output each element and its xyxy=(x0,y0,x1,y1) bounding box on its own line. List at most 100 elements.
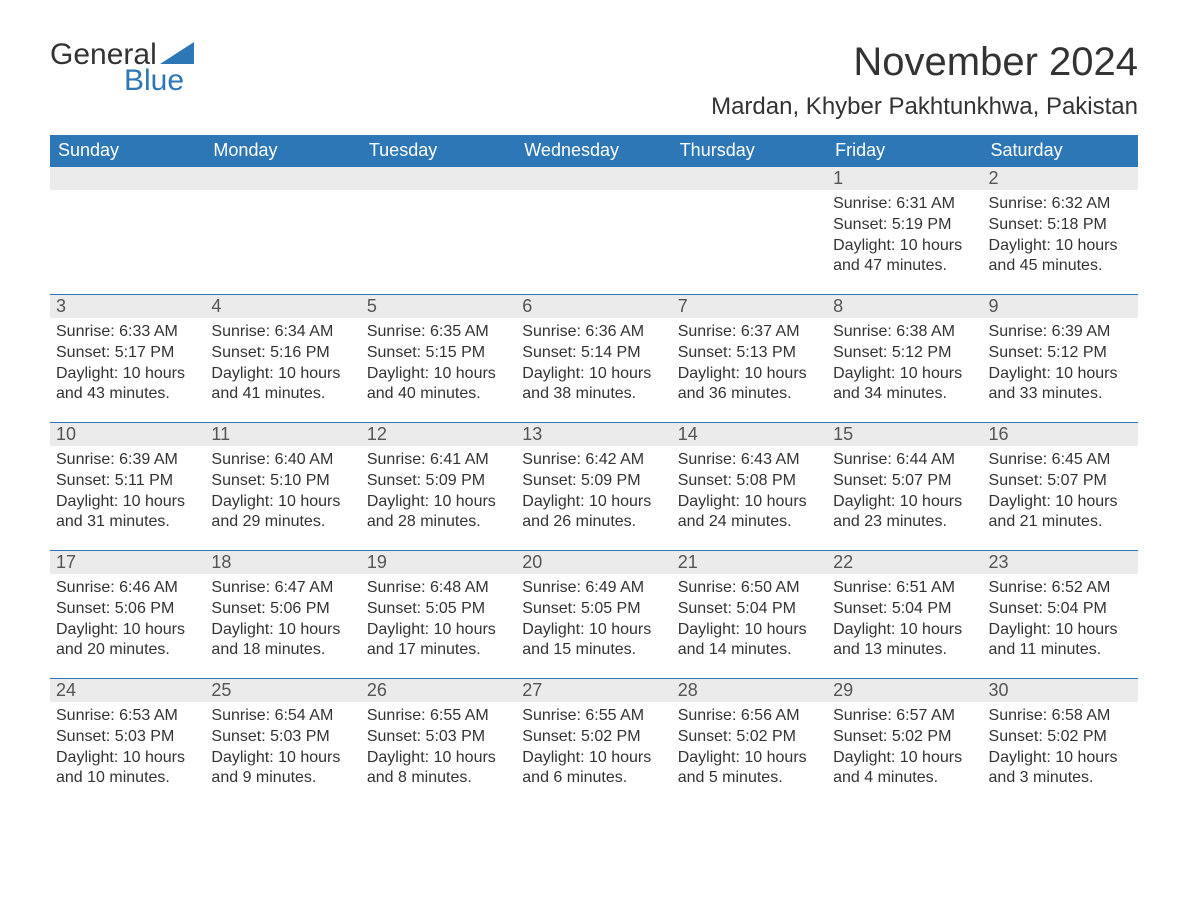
date-number: 7 xyxy=(672,294,827,318)
day-header: Sunday xyxy=(50,135,205,166)
calendar-cell: 20Sunrise: 6:49 AMSunset: 5:05 PMDayligh… xyxy=(516,550,671,678)
sunset-text: Sunset: 5:16 PM xyxy=(211,343,354,364)
sunrise-text: Sunrise: 6:36 AM xyxy=(522,322,665,343)
daylight-text: Daylight: 10 hours and 17 minutes. xyxy=(367,620,510,662)
cell-body: Sunrise: 6:53 AMSunset: 5:03 PMDaylight:… xyxy=(50,702,205,789)
date-number: 26 xyxy=(361,678,516,702)
cell-body: Sunrise: 6:47 AMSunset: 5:06 PMDaylight:… xyxy=(205,574,360,661)
calendar-cell: 7Sunrise: 6:37 AMSunset: 5:13 PMDaylight… xyxy=(672,294,827,422)
calendar-week-row: 10Sunrise: 6:39 AMSunset: 5:11 PMDayligh… xyxy=(50,422,1138,550)
calendar-cell: 19Sunrise: 6:48 AMSunset: 5:05 PMDayligh… xyxy=(361,550,516,678)
sunrise-text: Sunrise: 6:42 AM xyxy=(522,450,665,471)
daylight-text: Daylight: 10 hours and 13 minutes. xyxy=(833,620,976,662)
date-number: 23 xyxy=(983,550,1138,574)
calendar-cell: 22 Sunrise: 6:51 AMSunset: 5:04 PMDayligh… xyxy=(827,550,982,678)
sunrise-text: Sunrise: 6:31 AM xyxy=(833,194,976,215)
date-number: 6 xyxy=(516,294,671,318)
date-number xyxy=(672,166,827,190)
calendar-cell: 30Sunrise: 6:58 AMSunset: 5:02 PMDayligh… xyxy=(983,678,1138,806)
sunset-text: Sunset: 5:03 PM xyxy=(367,727,510,748)
sunset-text: Sunset: 5:03 PM xyxy=(211,727,354,748)
sunrise-text: Sunrise: 6:55 AM xyxy=(367,706,510,727)
sunset-text: Sunset: 5:10 PM xyxy=(211,471,354,492)
cell-body: Sunrise: 6:54 AMSunset: 5:03 PMDaylight:… xyxy=(205,702,360,789)
sunrise-text: Sunrise: 6:43 AM xyxy=(678,450,821,471)
calendar-cell: 24Sunrise: 6:53 AMSunset: 5:03 PMDayligh… xyxy=(50,678,205,806)
sunset-text: Sunset: 5:15 PM xyxy=(367,343,510,364)
sunset-text: Sunset: 5:12 PM xyxy=(833,343,976,364)
daylight-text: Daylight: 10 hours and 23 minutes. xyxy=(833,492,976,534)
cell-body: Sunrise: 6:35 AMSunset: 5:15 PMDaylight:… xyxy=(361,318,516,405)
calendar-cell: 6Sunrise: 6:36 AMSunset: 5:14 PMDaylight… xyxy=(516,294,671,422)
calendar-cell: 10Sunrise: 6:39 AMSunset: 5:11 PMDayligh… xyxy=(50,422,205,550)
sunset-text: Sunset: 5:07 PM xyxy=(833,471,976,492)
calendar-cell: 9Sunrise: 6:39 AMSunset: 5:12 PMDaylight… xyxy=(983,294,1138,422)
cell-body: Sunrise: 6:38 AMSunset: 5:12 PMDaylight:… xyxy=(827,318,982,405)
calendar-cell xyxy=(361,166,516,294)
calendar-week-row: 24Sunrise: 6:53 AMSunset: 5:03 PMDayligh… xyxy=(50,678,1138,806)
sunset-text: Sunset: 5:06 PM xyxy=(56,599,199,620)
calendar-cell xyxy=(50,166,205,294)
cell-body: Sunrise: 6:39 AMSunset: 5:11 PMDaylight:… xyxy=(50,446,205,533)
calendar-cell: 28Sunrise: 6:56 AMSunset: 5:02 PMDayligh… xyxy=(672,678,827,806)
calendar-cell: 8Sunrise: 6:38 AMSunset: 5:12 PMDaylight… xyxy=(827,294,982,422)
sunset-text: Sunset: 5:08 PM xyxy=(678,471,821,492)
date-number: 9 xyxy=(983,294,1138,318)
date-number: 10 xyxy=(50,422,205,446)
sunset-text: Sunset: 5:14 PM xyxy=(522,343,665,364)
calendar-week-row: 3Sunrise: 6:33 AMSunset: 5:17 PMDaylight… xyxy=(50,294,1138,422)
daylight-text: Daylight: 10 hours and 10 minutes. xyxy=(56,748,199,790)
sunset-text: Sunset: 5:11 PM xyxy=(56,471,199,492)
daylight-text: Daylight: 10 hours and 11 minutes. xyxy=(989,620,1132,662)
date-number: 25 xyxy=(205,678,360,702)
daylight-text: Daylight: 10 hours and 41 minutes. xyxy=(211,364,354,406)
sunset-text: Sunset: 5:06 PM xyxy=(211,599,354,620)
calendar-cell: 14Sunrise: 6:43 AMSunset: 5:08 PMDayligh… xyxy=(672,422,827,550)
date-number xyxy=(205,166,360,190)
sunrise-text: Sunrise: 6:51 AM xyxy=(833,578,976,599)
date-number: 13 xyxy=(516,422,671,446)
sunrise-text: Sunrise: 6:39 AM xyxy=(989,322,1132,343)
sunrise-text: Sunrise: 6:40 AM xyxy=(211,450,354,471)
calendar-table: SundayMondayTuesdayWednesdayThursdayFrid… xyxy=(50,135,1138,806)
sunset-text: Sunset: 5:17 PM xyxy=(56,343,199,364)
cell-body: Sunrise: 6:58 AMSunset: 5:02 PMDaylight:… xyxy=(983,702,1138,789)
cell-body: Sunrise: 6:42 AMSunset: 5:09 PMDaylight:… xyxy=(516,446,671,533)
daylight-text: Daylight: 10 hours and 24 minutes. xyxy=(678,492,821,534)
sunrise-text: Sunrise: 6:33 AM xyxy=(56,322,199,343)
daylight-text: Daylight: 10 hours and 26 minutes. xyxy=(522,492,665,534)
sunrise-text: Sunrise: 6:57 AM xyxy=(833,706,976,727)
calendar-cell: 17Sunrise: 6:46 AMSunset: 5:06 PMDayligh… xyxy=(50,550,205,678)
calendar-cell xyxy=(205,166,360,294)
calendar-cell: 4Sunrise: 6:34 AMSunset: 5:16 PMDaylight… xyxy=(205,294,360,422)
cell-body: Sunrise: 6:44 AMSunset: 5:07 PMDaylight:… xyxy=(827,446,982,533)
date-number: 22 xyxy=(827,550,982,574)
daylight-text: Daylight: 10 hours and 5 minutes. xyxy=(678,748,821,790)
cell-body: Sunrise: 6:50 AMSunset: 5:04 PMDaylight:… xyxy=(672,574,827,661)
calendar-header-row: SundayMondayTuesdayWednesdayThursdayFrid… xyxy=(50,135,1138,166)
date-number: 30 xyxy=(983,678,1138,702)
daylight-text: Daylight: 10 hours and 31 minutes. xyxy=(56,492,199,534)
sunrise-text: Sunrise: 6:49 AM xyxy=(522,578,665,599)
sunrise-text: Sunrise: 6:48 AM xyxy=(367,578,510,599)
calendar-cell: 15Sunrise: 6:44 AMSunset: 5:07 PMDayligh… xyxy=(827,422,982,550)
cell-body: Sunrise: 6:45 AMSunset: 5:07 PMDaylight:… xyxy=(983,446,1138,533)
cell-body: Sunrise: 6:39 AMSunset: 5:12 PMDaylight:… xyxy=(983,318,1138,405)
sunrise-text: Sunrise: 6:32 AM xyxy=(989,194,1132,215)
daylight-text: Daylight: 10 hours and 9 minutes. xyxy=(211,748,354,790)
daylight-text: Daylight: 10 hours and 4 minutes. xyxy=(833,748,976,790)
calendar-cell: 25Sunrise: 6:54 AMSunset: 5:03 PMDayligh… xyxy=(205,678,360,806)
sunset-text: Sunset: 5:19 PM xyxy=(833,215,976,236)
daylight-text: Daylight: 10 hours and 8 minutes. xyxy=(367,748,510,790)
date-number: 17 xyxy=(50,550,205,574)
sunrise-text: Sunrise: 6:56 AM xyxy=(678,706,821,727)
date-number: 15 xyxy=(827,422,982,446)
cell-body: Sunrise: 6:33 AMSunset: 5:17 PMDaylight:… xyxy=(50,318,205,405)
cell-body: Sunrise: 6:56 AMSunset: 5:02 PMDaylight:… xyxy=(672,702,827,789)
sunset-text: Sunset: 5:04 PM xyxy=(833,599,976,620)
date-number: 29 xyxy=(827,678,982,702)
daylight-text: Daylight: 10 hours and 14 minutes. xyxy=(678,620,821,662)
daylight-text: Daylight: 10 hours and 21 minutes. xyxy=(989,492,1132,534)
sunset-text: Sunset: 5:07 PM xyxy=(989,471,1132,492)
date-number: 1 xyxy=(827,166,982,190)
